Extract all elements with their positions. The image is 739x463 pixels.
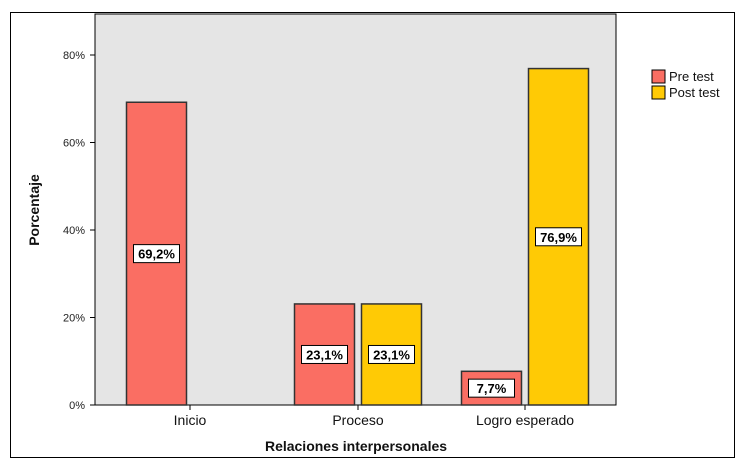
value-label-box (301, 344, 348, 364)
bars: 69,2% 23,1% 23,1% 7,7% 76,9% (125, 67, 590, 406)
y-axis-title: Porcentaje (26, 174, 42, 246)
category-label: Inicio (174, 412, 207, 428)
legend-label: Pre test (669, 69, 714, 84)
value-label-box (133, 244, 180, 264)
y-tick-label: 0% (69, 400, 85, 412)
value-label: 7,7% (477, 381, 507, 396)
value-label-box (535, 227, 582, 247)
value-label-box (468, 378, 515, 398)
y-tick-label: 20% (63, 313, 85, 325)
y-tick-label: 40% (63, 225, 85, 237)
x-axis: Inicio Proceso Logro esperado (174, 405, 574, 428)
y-tick-label: 60% (63, 138, 85, 150)
value-label: 76,9% (540, 230, 577, 245)
value-label-box (368, 344, 415, 364)
legend-label: Post test (669, 85, 720, 100)
value-label: 69,2% (138, 247, 175, 262)
category-label: Proceso (332, 412, 384, 428)
value-label: 23,1% (306, 347, 343, 362)
y-tick-label: 80% (63, 50, 85, 62)
legend-swatch (651, 85, 666, 100)
x-axis-title: Relaciones interpersonales (265, 438, 447, 454)
value-label: 23,1% (373, 347, 410, 362)
y-axis: 0% 20% 40% 60% 80% (63, 50, 95, 412)
legend-swatch (651, 69, 666, 84)
category-label: Logro esperado (476, 412, 574, 428)
